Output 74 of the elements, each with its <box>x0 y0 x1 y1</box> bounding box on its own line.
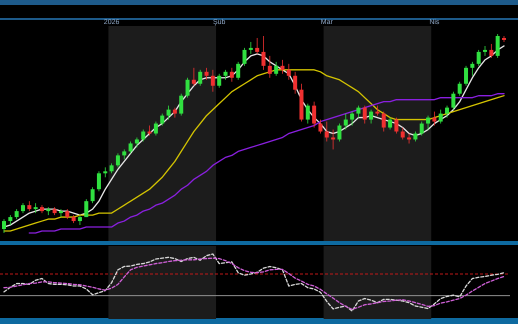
candlestick <box>382 111 386 132</box>
candlestick <box>306 103 310 124</box>
candlestick <box>2 218 6 234</box>
candlestick <box>344 113 348 130</box>
candlestick <box>286 63 291 80</box>
candlestick <box>324 121 329 142</box>
candlestick <box>413 131 418 142</box>
candlestick <box>255 38 260 54</box>
candlestick <box>186 77 190 98</box>
candlestick <box>476 50 481 66</box>
candlestick <box>489 44 494 58</box>
candlestick <box>27 200 32 212</box>
candlestick <box>356 105 360 118</box>
candlestick <box>268 55 272 78</box>
candlestick <box>148 125 152 136</box>
candlestick <box>172 107 177 118</box>
candlestick <box>128 141 133 154</box>
candlestick <box>470 61 474 76</box>
candlestick <box>230 67 234 82</box>
candlestick <box>204 67 209 80</box>
candlestick <box>293 71 298 94</box>
candlestick <box>362 105 367 124</box>
candlestick <box>458 81 462 96</box>
candlestick <box>350 111 354 126</box>
candlestick <box>318 119 322 134</box>
candlestick <box>394 117 398 134</box>
candlestick <box>134 137 139 148</box>
candlestick <box>274 61 278 76</box>
candlestick <box>331 129 336 150</box>
candlestick <box>312 101 316 128</box>
candlestick <box>198 69 202 86</box>
candlestick <box>8 214 12 226</box>
candlestick <box>84 198 88 218</box>
candlestick <box>464 65 468 86</box>
candlestick <box>34 202 38 214</box>
candlestick <box>166 105 171 120</box>
candlestick <box>432 111 436 126</box>
candlestick <box>438 109 443 124</box>
candlestick <box>420 121 424 136</box>
candlestick <box>224 69 228 80</box>
candlestick <box>122 149 126 160</box>
candlestick <box>426 115 430 130</box>
candlestick <box>483 46 488 56</box>
candlestick <box>192 67 196 86</box>
candlestick <box>103 166 108 178</box>
candlestick <box>110 162 114 174</box>
candlestick <box>280 59 284 74</box>
candlestick <box>261 36 266 70</box>
candlestick <box>160 113 164 126</box>
candlestick <box>210 69 215 92</box>
candlestick <box>58 208 63 218</box>
candlestick <box>90 186 95 204</box>
candlestick <box>451 91 456 110</box>
candlestick <box>496 34 500 58</box>
candlestick <box>154 121 158 136</box>
candlestick <box>248 42 253 54</box>
candlestick <box>217 73 222 88</box>
candlestick <box>375 105 380 116</box>
candlestick <box>400 127 405 140</box>
candlestick <box>179 93 184 116</box>
candlestick <box>337 123 342 142</box>
candlestick <box>369 109 374 124</box>
candlestick <box>20 202 25 214</box>
candlestick <box>96 170 101 192</box>
candlestick <box>65 208 70 220</box>
candlestick <box>14 208 19 220</box>
candlestick <box>116 153 120 168</box>
candlestick <box>388 117 392 130</box>
candlestick <box>141 129 146 142</box>
candlestick <box>242 48 247 66</box>
candlestick <box>445 105 450 118</box>
candlestick <box>78 214 82 226</box>
candlestick <box>236 61 240 80</box>
candlestick <box>407 133 412 144</box>
